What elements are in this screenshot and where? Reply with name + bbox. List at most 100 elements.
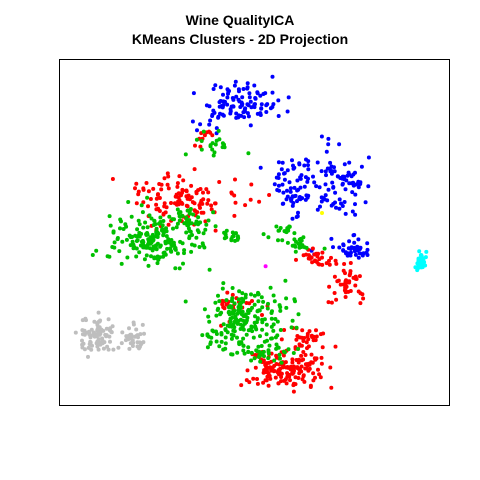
scatter-point <box>258 334 262 339</box>
scatter-point <box>252 302 257 307</box>
scatter-point <box>283 278 288 283</box>
chart-subtitle: KMeans Clusters - 2D Projection <box>131 31 349 47</box>
scatter-point <box>270 90 275 95</box>
scatter-point <box>350 209 355 214</box>
scatter-point <box>282 350 287 355</box>
scatter-point <box>310 246 315 251</box>
scatter-point <box>282 328 287 332</box>
scatter-point <box>301 339 306 343</box>
scatter-point <box>276 238 280 243</box>
scatter-point <box>337 206 342 211</box>
scatter-point <box>182 221 187 226</box>
scatter-point <box>271 328 276 333</box>
scatter-point <box>196 215 201 220</box>
scatter-point <box>86 354 90 359</box>
scatter-point <box>273 335 278 340</box>
scatter-point <box>313 375 317 380</box>
scatter-point <box>321 331 326 336</box>
scatter-point <box>189 195 194 200</box>
scatter-point <box>173 266 178 271</box>
scatter-point <box>291 370 296 375</box>
scatter-point <box>274 224 279 229</box>
chart-title: Wine QualityICA <box>185 12 295 28</box>
scatter-point <box>290 357 295 362</box>
scatter-point <box>228 111 233 116</box>
scatter-point <box>300 377 305 382</box>
scatter-point <box>255 91 260 96</box>
scatter-point <box>145 195 150 200</box>
scatter-point <box>217 344 222 349</box>
scatter-point <box>214 126 219 131</box>
scatter-point <box>172 243 177 248</box>
scatter-point <box>224 298 229 303</box>
scatter-point <box>242 351 247 356</box>
scatter-point <box>332 291 337 295</box>
scatter-point <box>423 263 428 268</box>
scatter-point <box>274 353 279 358</box>
scatter-point <box>207 122 212 127</box>
scatter-point <box>344 278 348 283</box>
scatter-point <box>353 182 358 187</box>
scatter-point <box>199 210 204 215</box>
scatter-point <box>289 366 294 371</box>
scatter-point <box>271 293 276 298</box>
scatter-point <box>275 188 280 192</box>
scatter-point <box>146 189 151 194</box>
scatter-point <box>177 174 182 179</box>
scatter-point <box>144 253 149 258</box>
scatter-point <box>261 299 266 304</box>
scatter-point <box>343 211 348 216</box>
scatter-point <box>327 262 332 267</box>
scatter-point <box>320 211 324 215</box>
scatter-point <box>329 385 334 390</box>
scatter-point <box>125 255 130 260</box>
scatter-point <box>325 198 330 203</box>
scatter-point <box>334 261 339 266</box>
scatter-point <box>304 366 309 371</box>
scatter-point <box>207 267 212 272</box>
scatter-point <box>304 252 309 257</box>
scatter-point <box>140 210 145 215</box>
scatter-point <box>316 251 321 256</box>
scatter-point <box>417 249 422 254</box>
scatter-point <box>295 334 300 338</box>
scatter-point <box>326 300 331 305</box>
scatter-point <box>224 228 229 233</box>
scatter-point <box>162 176 167 181</box>
scatter-point <box>341 248 346 253</box>
scatter-point <box>275 319 280 324</box>
scatter-point <box>314 334 319 339</box>
scatter-point <box>137 344 142 349</box>
scatter-point <box>290 158 294 163</box>
scatter-point <box>294 337 299 342</box>
scatter-point <box>236 87 241 92</box>
scatter-point <box>190 200 195 205</box>
scatter-point <box>196 222 201 227</box>
scatter-point <box>164 226 168 231</box>
scatter-point <box>235 350 240 355</box>
scatter-point <box>187 218 192 223</box>
scatter-point <box>172 201 177 206</box>
scatter-point <box>419 261 424 266</box>
scatter-point <box>210 114 215 118</box>
scatter-point <box>146 263 151 268</box>
scatter-point <box>142 257 147 262</box>
scatter-point <box>276 183 281 188</box>
scatter-point <box>238 306 243 311</box>
scatter-point <box>343 285 348 290</box>
scatter-point <box>235 311 240 316</box>
scatter-point <box>134 234 139 239</box>
scatter-point <box>299 358 304 363</box>
scatter-point <box>359 164 364 169</box>
scatter-point <box>259 344 264 348</box>
scatter-point <box>192 208 197 213</box>
scatter-point <box>154 196 159 201</box>
scatter-point <box>73 330 78 335</box>
scatter-point <box>280 201 285 206</box>
scatter-point <box>184 230 189 235</box>
scatter-point <box>286 347 291 352</box>
scatter-point <box>137 222 142 227</box>
scatter-point <box>297 161 302 166</box>
scatter-point <box>219 331 224 335</box>
scatter-point <box>230 296 235 301</box>
